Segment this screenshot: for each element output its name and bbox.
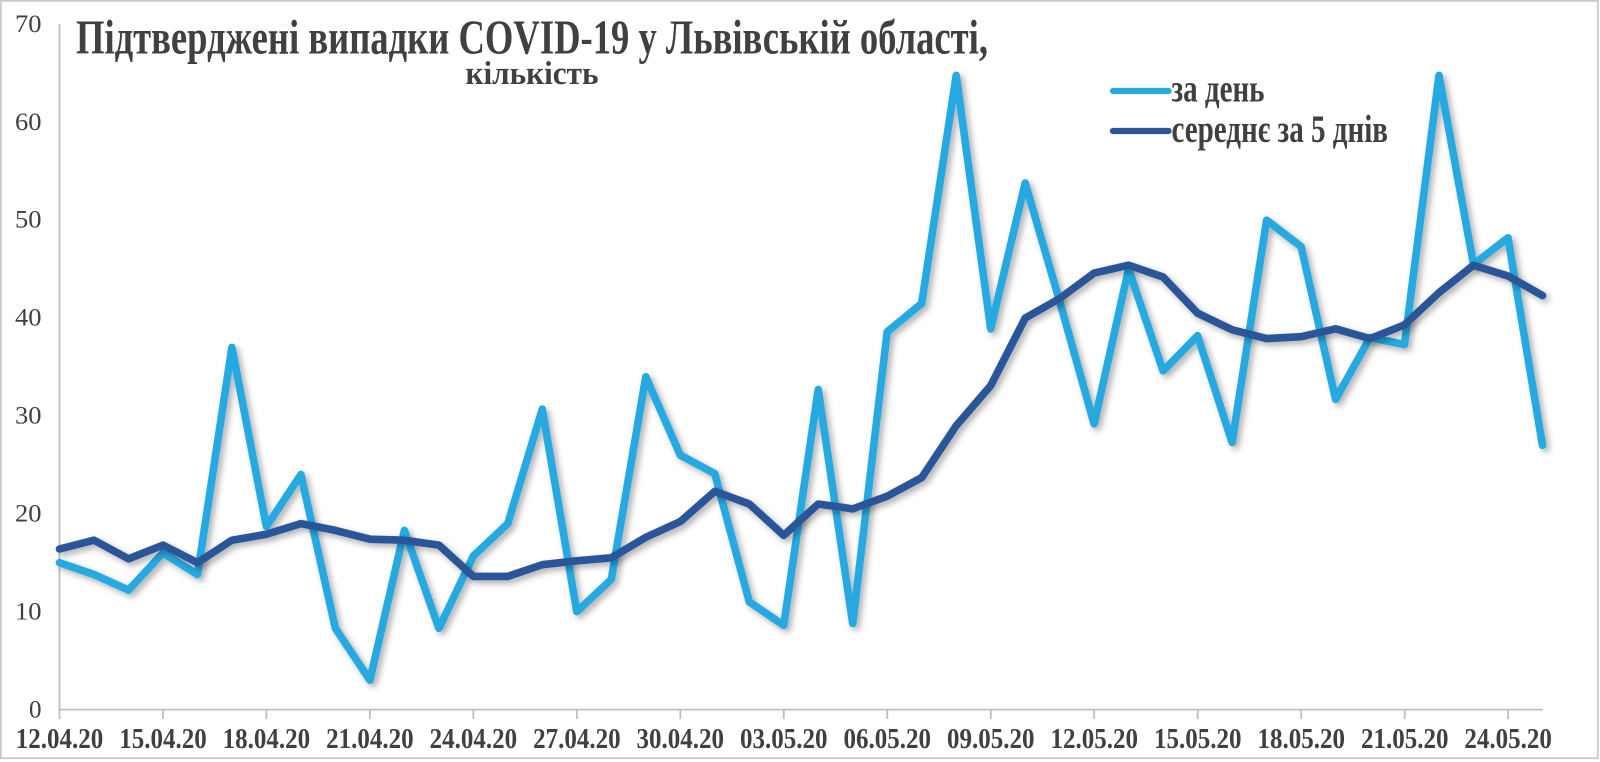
svg-text:30: 30 [15, 403, 42, 430]
svg-text:середнє за 5 днів: середнє за 5 днів [1172, 108, 1389, 151]
svg-text:60: 60 [15, 109, 42, 136]
svg-text:21.05.20: 21.05.20 [1361, 724, 1449, 755]
svg-text:70: 70 [15, 11, 42, 38]
svg-text:06.05.20: 06.05.20 [844, 724, 932, 755]
svg-text:10: 10 [15, 599, 42, 626]
svg-text:40: 40 [15, 305, 42, 332]
svg-text:21.04.20: 21.04.20 [326, 724, 414, 755]
svg-text:24.05.20: 24.05.20 [1464, 724, 1552, 755]
svg-text:Підтверджені випадки COVID-19: Підтверджені випадки COVID-19 у Львівськ… [76, 10, 988, 65]
svg-text:03.05.20: 03.05.20 [740, 724, 828, 755]
svg-text:кількість: кількість [466, 56, 599, 92]
svg-text:27.04.20: 27.04.20 [533, 724, 621, 755]
svg-text:24.04.20: 24.04.20 [430, 724, 518, 755]
svg-text:15.05.20: 15.05.20 [1154, 724, 1242, 755]
svg-text:50: 50 [15, 207, 42, 234]
svg-text:20: 20 [15, 501, 42, 528]
svg-text:18.04.20: 18.04.20 [223, 724, 311, 755]
svg-text:09.05.20: 09.05.20 [947, 724, 1035, 755]
svg-text:за день: за день [1172, 67, 1265, 110]
svg-text:0: 0 [29, 697, 42, 724]
svg-text:15.04.20: 15.04.20 [119, 724, 207, 755]
svg-text:12.05.20: 12.05.20 [1050, 724, 1138, 755]
svg-text:12.04.20: 12.04.20 [16, 724, 104, 755]
svg-text:30.04.20: 30.04.20 [637, 724, 725, 755]
svg-text:18.05.20: 18.05.20 [1257, 724, 1345, 755]
